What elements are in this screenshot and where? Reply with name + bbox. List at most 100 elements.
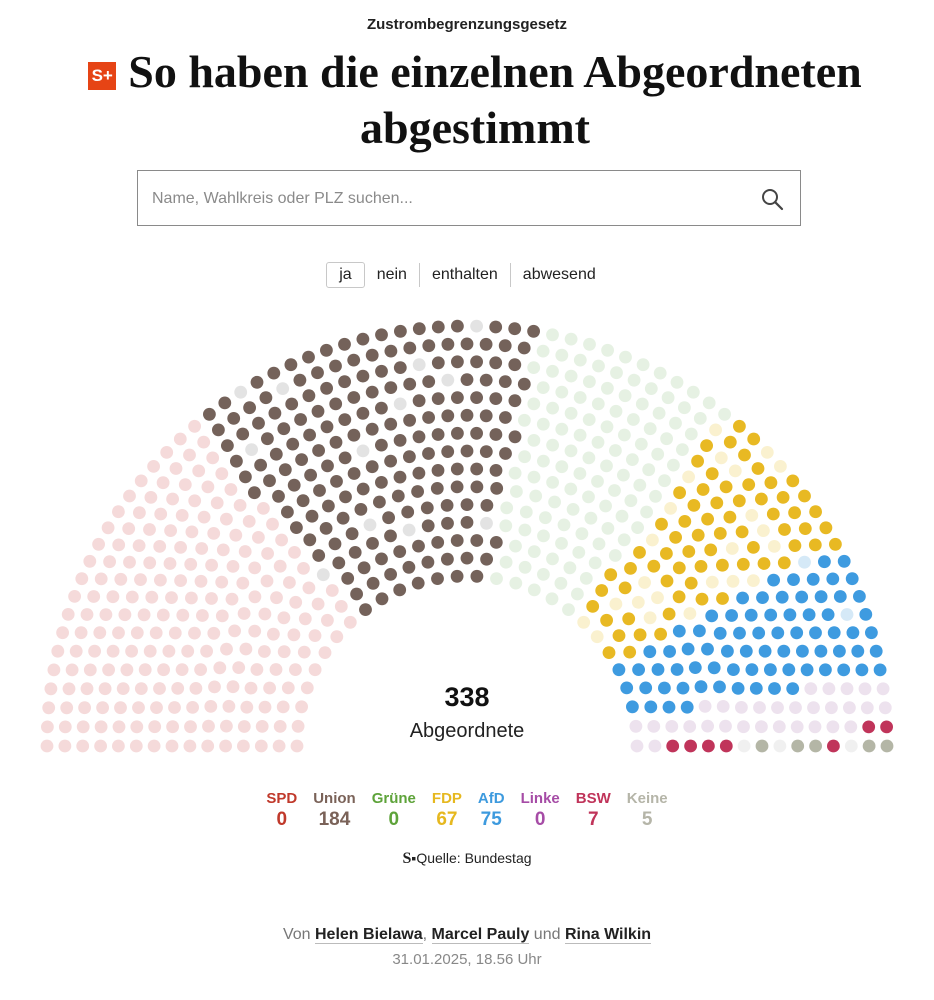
- seat-grüne[interactable]: [548, 495, 561, 509]
- seat-spd[interactable]: [106, 590, 120, 604]
- seat-spd[interactable]: [47, 663, 61, 677]
- seat-fdp[interactable]: [638, 576, 651, 589]
- seat-union[interactable]: [384, 344, 398, 358]
- seat-afd[interactable]: [869, 644, 883, 658]
- seat-spd[interactable]: [102, 663, 115, 677]
- seat-union[interactable]: [479, 373, 493, 387]
- seat-union[interactable]: [403, 377, 417, 391]
- seat-grüne[interactable]: [640, 505, 653, 519]
- seat-union[interactable]: [277, 422, 291, 436]
- seat-afd[interactable]: [837, 663, 851, 677]
- seat-union[interactable]: [422, 375, 436, 388]
- author-link[interactable]: Marcel Pauly: [431, 926, 530, 944]
- seat-grüne[interactable]: [601, 343, 614, 357]
- seat-bsw[interactable]: [684, 739, 697, 753]
- seat-spd[interactable]: [228, 624, 242, 638]
- seat-spd[interactable]: [173, 432, 187, 446]
- seat-spd[interactable]: [132, 701, 145, 714]
- seat-fdp[interactable]: [809, 505, 822, 519]
- seat-spd[interactable]: [311, 597, 325, 611]
- seat-spd[interactable]: [120, 663, 134, 677]
- seat-fdp[interactable]: [788, 506, 801, 520]
- seat-union[interactable]: [375, 401, 388, 415]
- seat-union[interactable]: [403, 413, 416, 427]
- seat-spd[interactable]: [154, 573, 167, 587]
- seat-union[interactable]: [431, 428, 445, 441]
- seat-spd[interactable]: [255, 720, 269, 733]
- seat-grüne[interactable]: [658, 474, 671, 488]
- seat-fdp[interactable]: [757, 524, 770, 537]
- seat-linke[interactable]: [826, 720, 840, 734]
- seat-fdp[interactable]: [742, 478, 756, 491]
- seat-spd[interactable]: [275, 533, 288, 547]
- seat-spd[interactable]: [205, 592, 218, 605]
- seat-union[interactable]: [450, 462, 464, 476]
- seat-fdp[interactable]: [691, 454, 704, 468]
- seat-union[interactable]: [508, 358, 522, 372]
- seat-grüne[interactable]: [527, 583, 541, 597]
- seat-union[interactable]: [460, 337, 474, 351]
- seat-afd[interactable]: [620, 681, 634, 695]
- seat-spd[interactable]: [184, 720, 197, 734]
- seat-spd[interactable]: [194, 574, 208, 588]
- seat-union[interactable]: [450, 534, 464, 547]
- seat-bsw[interactable]: [827, 739, 840, 753]
- seat-fdp[interactable]: [776, 491, 790, 504]
- seat-linke[interactable]: [807, 701, 820, 715]
- seat-afd[interactable]: [739, 644, 753, 658]
- seat-union[interactable]: [320, 420, 334, 434]
- seat-grüne[interactable]: [660, 432, 673, 446]
- seat-afd[interactable]: [663, 645, 676, 658]
- seat-spd[interactable]: [93, 626, 107, 640]
- seat-spd[interactable]: [208, 680, 221, 694]
- seat-spd[interactable]: [184, 557, 198, 571]
- seat-grüne[interactable]: [536, 417, 550, 431]
- seat-union[interactable]: [254, 458, 267, 472]
- seat-afd[interactable]: [767, 573, 780, 587]
- seat-fdp[interactable]: [747, 574, 760, 587]
- seat-spd[interactable]: [238, 545, 252, 558]
- seat-fdp[interactable]: [798, 522, 812, 535]
- seat-grüne[interactable]: [584, 511, 598, 525]
- seat-union[interactable]: [440, 499, 454, 512]
- seat-union[interactable]: [517, 377, 531, 391]
- seat-union[interactable]: [375, 552, 388, 566]
- seat-spd[interactable]: [263, 681, 276, 695]
- seat-fdp[interactable]: [654, 627, 667, 641]
- filter-abwesend[interactable]: abwesend: [522, 266, 596, 283]
- seat-spd[interactable]: [226, 680, 240, 694]
- seat-afd[interactable]: [713, 626, 727, 640]
- seat-afd[interactable]: [859, 608, 873, 621]
- seat-union[interactable]: [441, 409, 455, 423]
- seat-fdp[interactable]: [709, 423, 722, 437]
- seat-spd[interactable]: [295, 700, 308, 714]
- seat-union[interactable]: [441, 373, 455, 387]
- seat-spd[interactable]: [144, 491, 158, 504]
- seat-fdp[interactable]: [732, 494, 746, 508]
- seat-afd[interactable]: [662, 700, 676, 714]
- seat-afd[interactable]: [814, 644, 828, 658]
- seat-spd[interactable]: [74, 626, 88, 640]
- seat-afd[interactable]: [806, 572, 820, 586]
- seat-spd[interactable]: [270, 591, 283, 605]
- seat-fdp[interactable]: [701, 512, 714, 526]
- seat-spd[interactable]: [160, 446, 174, 459]
- seat-grüne[interactable]: [599, 499, 612, 513]
- seat-grüne[interactable]: [573, 353, 587, 367]
- seat-union[interactable]: [517, 341, 531, 355]
- seat-linke[interactable]: [755, 720, 768, 734]
- seat-union[interactable]: [356, 482, 370, 496]
- seat-spd[interactable]: [289, 595, 303, 609]
- seat-spd[interactable]: [289, 663, 302, 676]
- seat-spd[interactable]: [164, 524, 178, 537]
- seat-linke[interactable]: [790, 720, 804, 734]
- seat-grüne[interactable]: [499, 555, 513, 569]
- seat-keine[interactable]: [773, 739, 787, 753]
- seat-spd[interactable]: [94, 739, 107, 753]
- seat-spd[interactable]: [149, 626, 163, 640]
- seat-grüne[interactable]: [555, 422, 569, 436]
- seat-union[interactable]: [431, 572, 444, 585]
- seat-spd[interactable]: [40, 739, 54, 753]
- seat-fdp[interactable]: [766, 507, 780, 521]
- legend-item-afd[interactable]: AfD 75: [478, 790, 505, 831]
